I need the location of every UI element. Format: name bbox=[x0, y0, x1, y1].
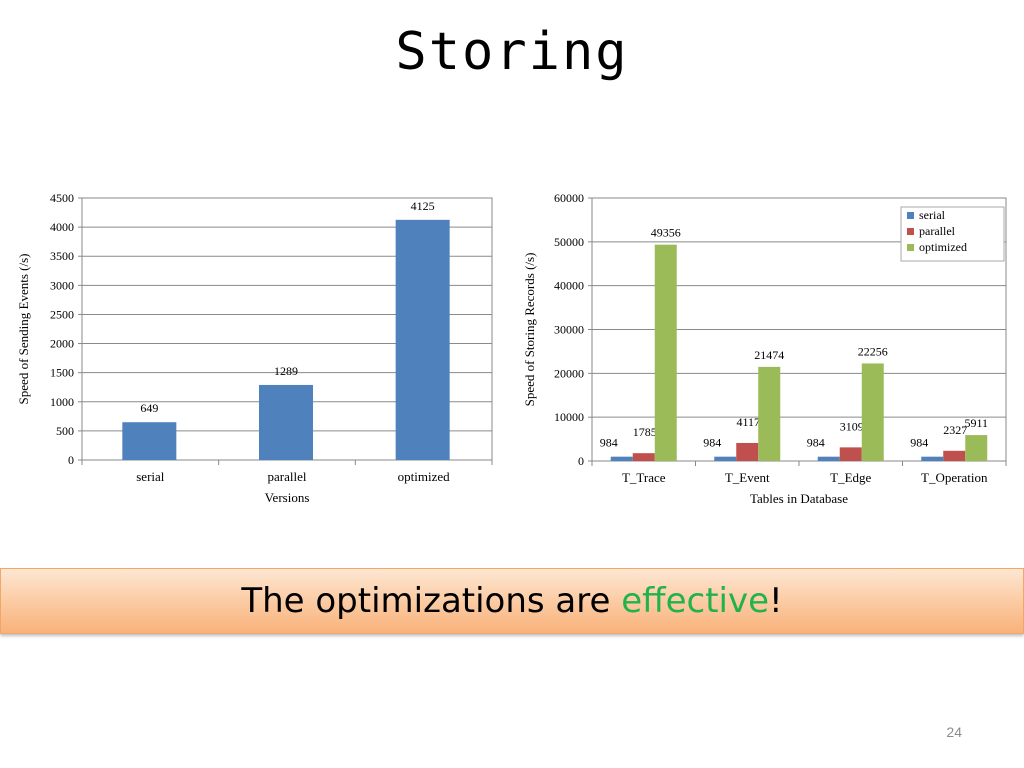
bar bbox=[839, 447, 862, 461]
legend-swatch bbox=[907, 228, 914, 235]
legend-label: optimized bbox=[919, 240, 967, 254]
data-label: 5911 bbox=[964, 416, 988, 430]
x-category-label: optimized bbox=[398, 469, 450, 484]
y-axis-title: Speed of Sending Events (/s) bbox=[16, 254, 31, 405]
y-tick-label: 0 bbox=[68, 453, 74, 467]
y-tick-label: 500 bbox=[56, 424, 74, 438]
bar bbox=[632, 453, 655, 461]
x-axis-title: Tables in Database bbox=[750, 491, 848, 506]
legend-label: parallel bbox=[919, 224, 956, 238]
y-tick-label: 1500 bbox=[50, 366, 74, 380]
y-tick-label: 4000 bbox=[50, 220, 74, 234]
chart-storing-records: 0 10000 20000 30000 40000 50000 60000 984 1785 49… bbox=[522, 191, 1007, 506]
y-tick-label: 0 bbox=[578, 454, 584, 468]
y-tick-label: 2500 bbox=[50, 307, 74, 321]
y-tick-label: 2000 bbox=[50, 337, 74, 351]
data-label: 4125 bbox=[411, 199, 435, 213]
bar bbox=[122, 422, 177, 460]
y-tick-label: 20000 bbox=[554, 366, 584, 380]
data-label: 3109 bbox=[840, 419, 864, 433]
data-label: 49356 bbox=[651, 226, 681, 240]
bar bbox=[736, 442, 759, 461]
bar bbox=[714, 456, 737, 461]
banner-text-end: ! bbox=[769, 581, 783, 621]
data-label: 984 bbox=[600, 436, 618, 450]
y-tick-label: 3000 bbox=[50, 278, 74, 292]
data-label: 21474 bbox=[754, 348, 784, 362]
bar bbox=[610, 456, 633, 461]
x-category-label: T_Edge bbox=[830, 470, 871, 485]
legend-label: serial bbox=[919, 208, 946, 222]
chart-sending-events: 0 500 1000 1500 2000 2500 3000 3500 4000 4500 649 s… bbox=[16, 191, 493, 505]
data-label: 1785 bbox=[633, 425, 657, 439]
data-label: 984 bbox=[703, 436, 721, 450]
legend-swatch bbox=[907, 244, 914, 251]
y-tick-label: 40000 bbox=[554, 279, 584, 293]
y-tick-label: 50000 bbox=[554, 235, 584, 249]
y-tick-label: 30000 bbox=[554, 323, 584, 337]
banner-accent-word: effective bbox=[621, 581, 770, 621]
x-category-label: serial bbox=[136, 469, 165, 484]
bar bbox=[861, 363, 884, 461]
x-category-label: T_Trace bbox=[622, 470, 666, 485]
y-tick-label: 1000 bbox=[50, 395, 74, 409]
y-tick-label: 3500 bbox=[50, 249, 74, 263]
data-label: 649 bbox=[140, 401, 158, 415]
bar bbox=[817, 456, 840, 461]
data-label: 22256 bbox=[858, 344, 888, 358]
legend-box bbox=[900, 206, 1005, 262]
bar bbox=[921, 456, 944, 461]
x-category-label: parallel bbox=[268, 469, 307, 484]
x-category-label: T_Event bbox=[725, 470, 770, 485]
x-axis-title: Versions bbox=[265, 490, 310, 505]
conclusion-banner: The optimizations are effective! bbox=[0, 568, 1024, 634]
data-label: 1289 bbox=[274, 364, 298, 378]
y-axis-title: Speed of Storing Records (/s) bbox=[522, 253, 537, 407]
data-label: 984 bbox=[807, 436, 825, 450]
bar bbox=[758, 366, 781, 461]
y-tick-label: 60000 bbox=[554, 191, 584, 205]
page-number: 24 bbox=[946, 724, 962, 740]
bar bbox=[654, 244, 677, 461]
bar bbox=[259, 384, 313, 460]
bar bbox=[965, 435, 988, 461]
data-label: 2327 bbox=[943, 423, 967, 437]
banner-text: The optimizations are bbox=[241, 581, 622, 621]
slide-title: Storing bbox=[395, 22, 629, 82]
y-tick-label: 4500 bbox=[50, 191, 74, 205]
bar bbox=[395, 219, 450, 460]
bar bbox=[943, 450, 966, 461]
data-label: 4117 bbox=[736, 415, 760, 429]
y-tick-label: 10000 bbox=[554, 410, 584, 424]
legend-swatch bbox=[907, 212, 914, 219]
x-category-label: T_Operation bbox=[921, 470, 988, 485]
data-label: 984 bbox=[910, 436, 928, 450]
